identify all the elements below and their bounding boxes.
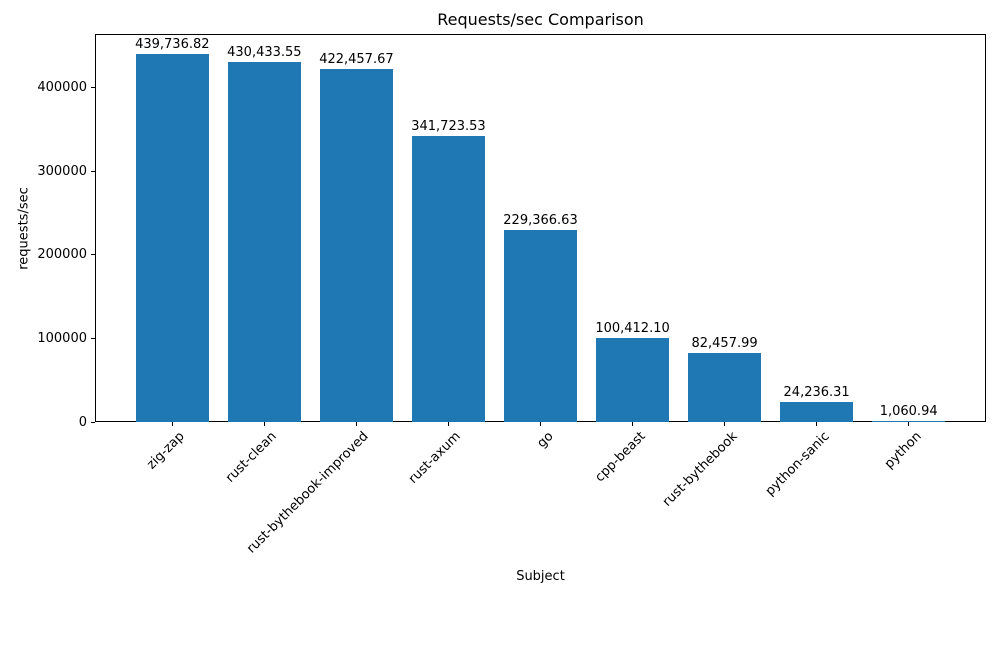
bar-value-label: 1,060.94 xyxy=(879,404,938,420)
bar xyxy=(319,68,394,422)
x-tick-mark xyxy=(447,422,449,426)
x-tick-label: go xyxy=(534,429,557,452)
x-tick-label: rust-axum xyxy=(406,429,465,487)
x-tick-label: python xyxy=(881,429,925,472)
x-tick-label: rust-bythebook-improved xyxy=(244,429,373,557)
x-tick-mark xyxy=(816,422,818,426)
y-tick-mark xyxy=(91,170,95,172)
x-tick-label: rust-bythebook xyxy=(659,429,741,510)
y-tick-label: 200000 xyxy=(37,247,87,263)
bar-value-label: 341,723.53 xyxy=(411,119,486,135)
y-tick-mark xyxy=(91,337,95,339)
bar-value-label: 422,457.67 xyxy=(319,51,394,67)
bar-value-label: 100,412.10 xyxy=(595,321,670,337)
x-tick-label: python-sanic xyxy=(762,429,833,499)
y-tick-label: 400000 xyxy=(37,80,87,96)
bar xyxy=(135,54,210,422)
bar xyxy=(595,338,670,422)
x-tick-label: rust-clean xyxy=(223,429,280,486)
x-tick-mark xyxy=(263,422,265,426)
bar-value-label: 430,433.55 xyxy=(227,45,302,61)
chart-title: Requests/sec Comparison xyxy=(437,10,644,29)
bar xyxy=(687,353,762,422)
y-tick-mark xyxy=(91,254,95,256)
y-tick-mark xyxy=(91,87,95,89)
bar-value-label: 439,736.82 xyxy=(135,37,210,53)
bar xyxy=(871,421,946,423)
x-tick-mark xyxy=(171,422,173,426)
bar-value-label: 24,236.31 xyxy=(783,384,850,400)
bar-chart-figure: Requests/sec Comparison requests/sec Sub… xyxy=(16,10,986,584)
x-tick-mark xyxy=(908,422,910,426)
y-tick-label: 100000 xyxy=(37,330,87,346)
x-axis-label: Subject xyxy=(516,569,565,584)
x-tick-mark xyxy=(724,422,726,426)
bar-value-label: 82,457.99 xyxy=(691,336,758,352)
x-tick-label: cpp-beast xyxy=(591,429,649,486)
y-axis-label: requests/sec xyxy=(16,187,32,270)
x-tick-mark xyxy=(540,422,541,426)
bar-value-label: 229,366.63 xyxy=(503,213,578,229)
bar xyxy=(779,401,854,422)
y-tick-label: 0 xyxy=(78,414,87,430)
x-tick-mark xyxy=(632,422,634,426)
x-tick-mark xyxy=(355,422,357,426)
y-tick-mark xyxy=(91,421,95,423)
bar xyxy=(503,230,578,422)
bar xyxy=(411,136,486,422)
bar xyxy=(227,62,302,422)
y-tick-label: 300000 xyxy=(37,163,87,179)
